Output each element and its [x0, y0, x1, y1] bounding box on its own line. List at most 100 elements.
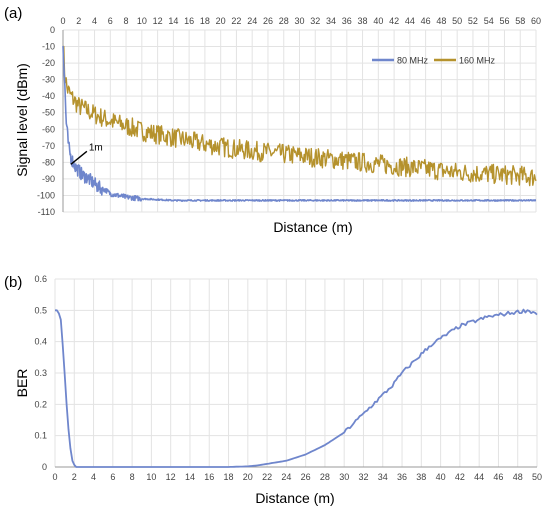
x-tick-label: 34	[378, 472, 388, 482]
y-tick-label: 0.5	[34, 305, 47, 315]
x-tick-label: 26	[301, 472, 311, 482]
x-tick-label: 22	[231, 16, 241, 26]
x-tick-label: 52	[468, 16, 478, 26]
y-tick-label: 0	[42, 462, 47, 472]
series-line-ber	[55, 308, 538, 468]
panel-label-b: (b)	[4, 274, 22, 291]
x-tick-label: 36	[342, 16, 352, 26]
x-axis-title-b: Distance (m)	[255, 490, 334, 506]
x-tick-label: 24	[247, 16, 257, 26]
y-tick-label: -60	[42, 124, 55, 134]
x-tick-label: 38	[416, 472, 426, 482]
x-tick-label: 12	[153, 16, 163, 26]
x-tick-label: 32	[358, 472, 368, 482]
x-tick-label: 56	[499, 16, 509, 26]
y-tick-label: -30	[42, 75, 55, 85]
x-tick-label: 44	[474, 472, 484, 482]
y-tick-label: 0.6	[34, 274, 47, 284]
x-tick-label: 2	[72, 472, 77, 482]
x-tick-label: 36	[397, 472, 407, 482]
series-line-160mhz	[62, 45, 537, 187]
y-tick-label: -110	[38, 207, 55, 217]
y-tick-label: 0.4	[34, 337, 47, 347]
x-tick-label: 42	[455, 472, 465, 482]
x-tick-label: 8	[130, 472, 135, 482]
x-tick-label: 30	[294, 16, 304, 26]
annotation-a: 1m	[70, 142, 103, 165]
y-tick-label: -90	[42, 174, 55, 184]
x-tick-label: 8	[124, 16, 129, 26]
x-tick-label: 40	[436, 472, 446, 482]
x-tick-label: 42	[389, 16, 399, 26]
x-tick-label: 24	[281, 472, 291, 482]
x-tick-label: 10	[146, 472, 156, 482]
x-tick-label: 14	[168, 16, 178, 26]
series-b	[55, 308, 538, 468]
x-tick-label: 18	[224, 472, 234, 482]
chart-panel-b: (b) 0 2 4 6 8 10 12 14 16 18 20 22 24 26 28 30 32 34 36 38 4…	[4, 274, 542, 506]
x-tick-label: 44	[405, 16, 415, 26]
x-tick-label: 46	[493, 472, 503, 482]
x-tick-label: 0	[60, 16, 65, 26]
y-tick-label: -80	[42, 157, 55, 167]
chart-panel-a: (a) 0 2 4 6 8 10 12 14 16 18 20 22 24 26 28 30 32 34 36 38 4…	[4, 5, 541, 235]
x-tick-label: 6	[110, 472, 115, 482]
legend-a: 80 MHz 160 MHz	[372, 56, 496, 66]
x-tick-label: 50	[532, 472, 542, 482]
y-tick-label: -70	[42, 141, 55, 151]
y-tick-label: 0.2	[34, 399, 47, 409]
y-tick-label: 0.1	[34, 431, 47, 441]
x-tick-label: 16	[204, 472, 214, 482]
x-tick-label: 4	[91, 472, 96, 482]
ticks-b: 0 2 4 6 8 10 12 14 16 18 20 22 24 26 28 30 32 34 36 38 40 42 4…	[34, 274, 542, 482]
x-tick-label: 20	[243, 472, 253, 482]
y-tick-label: -50	[42, 108, 55, 118]
y-tick-label: -40	[42, 91, 55, 101]
legend-label: 160 MHz	[459, 56, 496, 66]
series-line-80mhz	[62, 45, 537, 202]
x-tick-label: 28	[320, 472, 330, 482]
x-tick-label: 32	[310, 16, 320, 26]
x-tick-label: 46	[421, 16, 431, 26]
y-tick-label: -10	[42, 42, 55, 52]
x-tick-label: 28	[279, 16, 289, 26]
x-tick-label: 48	[513, 472, 523, 482]
annotation-label: 1m	[89, 142, 103, 153]
x-tick-label: 48	[436, 16, 446, 26]
ticks-a: 0 2 4 6 8 10 12 14 16 18 20 22 24 26 28 30 32 34 36 38 40 42 4…	[37, 16, 541, 217]
y-tick-label: -100	[37, 190, 55, 200]
x-tick-label: 18	[200, 16, 210, 26]
x-tick-label: 30	[339, 472, 349, 482]
y-tick-label: 0	[50, 25, 55, 35]
x-tick-label: 6	[108, 16, 113, 26]
x-tick-label: 38	[358, 16, 368, 26]
grid-b	[54, 278, 538, 468]
x-tick-label: 14	[185, 472, 195, 482]
y-tick-label: 0.3	[34, 368, 47, 378]
x-axis-title-a: Distance (m)	[273, 219, 352, 235]
x-tick-label: 16	[184, 16, 194, 26]
annotation-arrow	[70, 150, 88, 165]
x-tick-label: 10	[137, 16, 147, 26]
x-tick-label: 4	[92, 16, 97, 26]
x-tick-label: 40	[373, 16, 383, 26]
x-tick-label: 54	[484, 16, 494, 26]
series-a	[62, 45, 537, 202]
y-tick-label: -20	[42, 58, 55, 68]
x-tick-label: 50	[452, 16, 462, 26]
legend-label: 80 MHz	[397, 56, 429, 66]
x-tick-label: 60	[531, 16, 541, 26]
x-tick-label: 26	[263, 16, 273, 26]
x-tick-label: 20	[216, 16, 226, 26]
x-tick-label: 2	[76, 16, 81, 26]
panel-label-a: (a)	[4, 5, 22, 22]
y-axis-title-b: BER	[14, 369, 30, 398]
y-axis-title-a: Signal level (dBm)	[14, 63, 30, 177]
x-tick-label: 22	[262, 472, 272, 482]
x-tick-label: 0	[52, 472, 57, 482]
x-tick-label: 34	[326, 16, 336, 26]
x-tick-label: 58	[515, 16, 525, 26]
x-tick-label: 12	[166, 472, 176, 482]
grid-a	[62, 29, 537, 213]
